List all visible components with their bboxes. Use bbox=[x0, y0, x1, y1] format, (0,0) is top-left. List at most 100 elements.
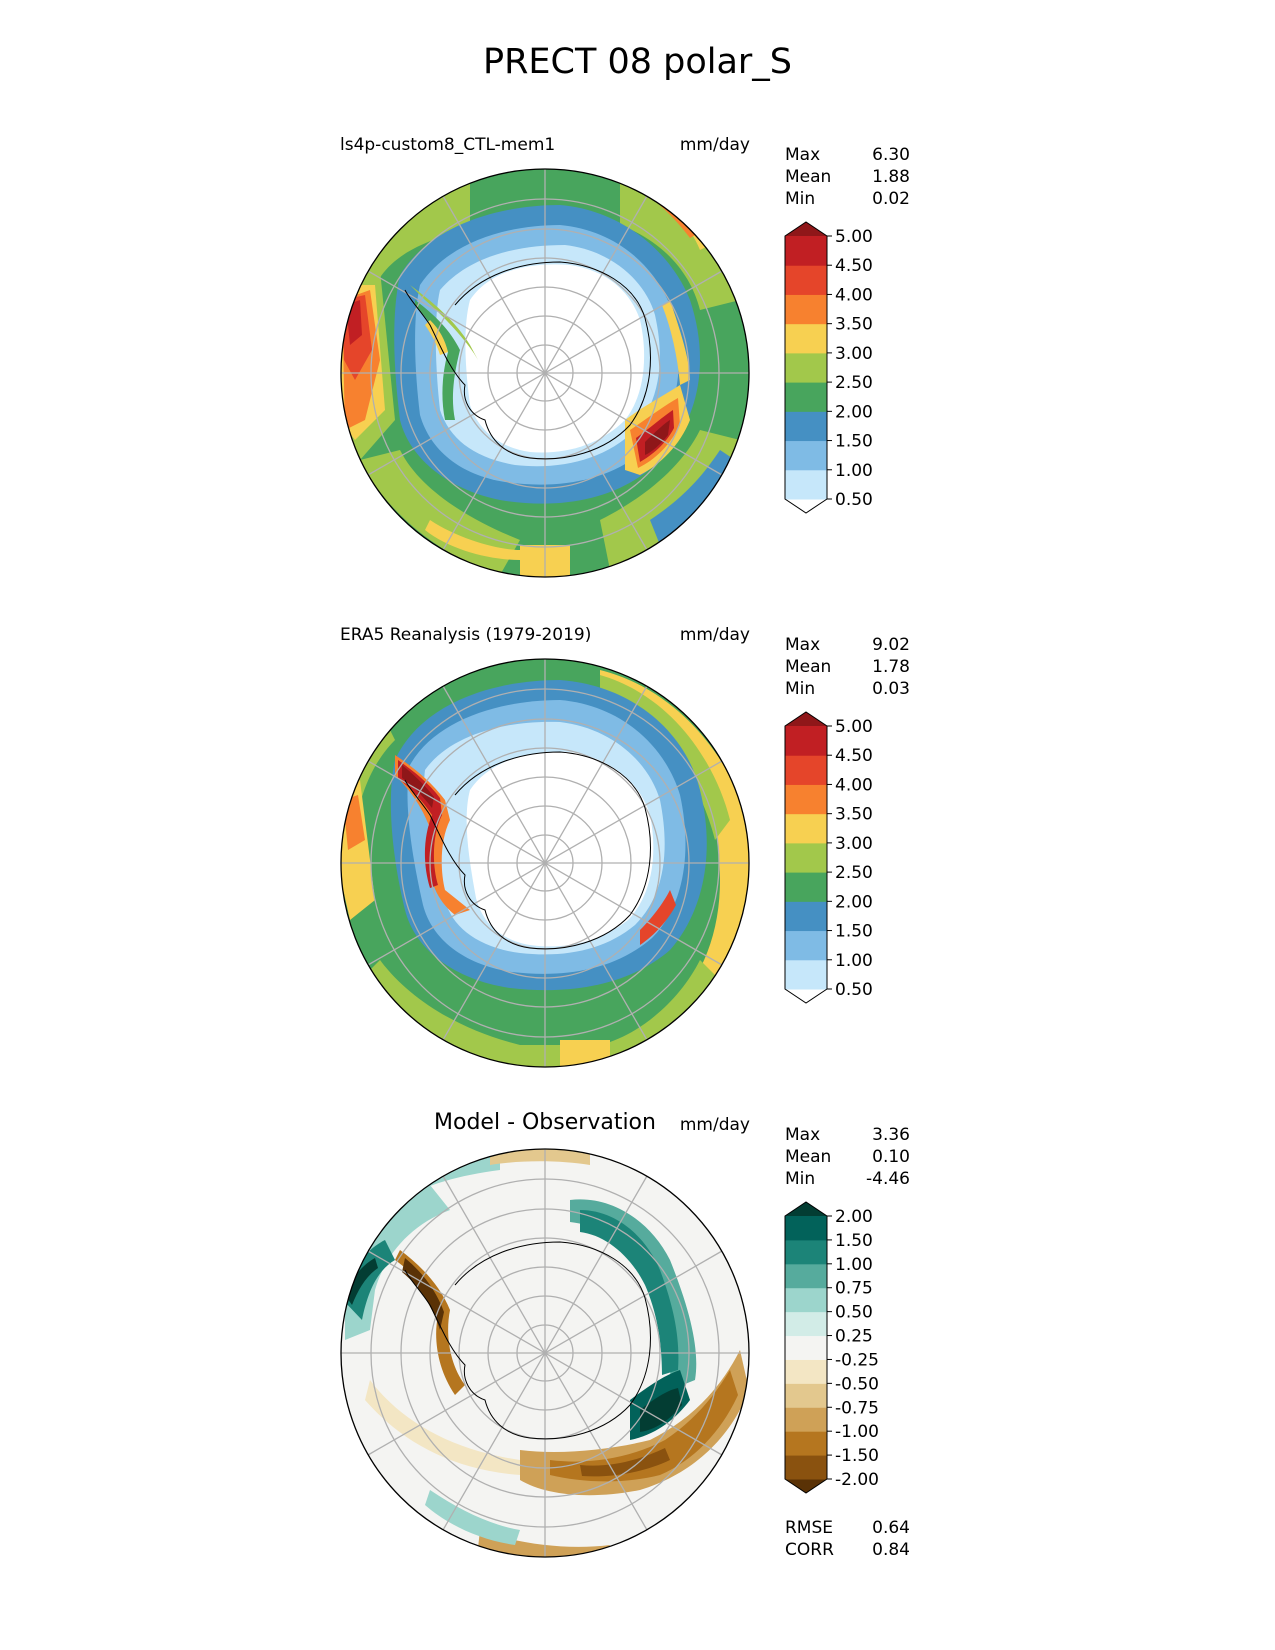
colorbar-tick-label: -0.50 bbox=[835, 1374, 879, 1394]
colorbar-bin bbox=[785, 930, 827, 961]
panel-3-stat-value: 3.36 bbox=[872, 1125, 910, 1145]
panel-1-stat-label: Mean bbox=[785, 167, 832, 187]
colorbar-bin bbox=[785, 323, 827, 354]
colorbar-bin bbox=[785, 1287, 827, 1313]
colorbar-tick-label: 4.50 bbox=[835, 746, 873, 766]
panel-2-title: ERA5 Reanalysis (1979-2019) bbox=[340, 625, 592, 645]
panel-3-rmse-value: 0.64 bbox=[872, 1518, 910, 1538]
panel-1-title: ls4p-custom8_CTL-mem1 bbox=[340, 135, 556, 155]
colorbar-tick-label: 3.00 bbox=[835, 834, 873, 854]
colorbar-tick-label: -0.75 bbox=[835, 1398, 879, 1418]
colorbar-tick-label: 3.00 bbox=[835, 344, 873, 364]
panel-3-stat-label: Mean bbox=[785, 1147, 832, 1167]
colorbar-tick-label: 2.00 bbox=[835, 1207, 873, 1227]
colorbar-tick-label: -2.00 bbox=[835, 1470, 879, 1490]
colorbar-extension-top bbox=[785, 1202, 827, 1216]
colorbar-bin bbox=[785, 1455, 827, 1480]
panel-1-stat-label: Max bbox=[785, 145, 821, 165]
panel-3-map bbox=[340, 1148, 750, 1558]
panel-3-colorbar: -2.00 -1.50 -1.00 -0.75 -0.50 -0.25 0.25 0.50 0.… bbox=[784, 1201, 879, 1494]
colorbar-bin bbox=[785, 755, 827, 785]
colorbar-tick-label: 1.00 bbox=[835, 461, 873, 481]
colorbar-tick-label: 1.50 bbox=[835, 1231, 873, 1251]
colorbar-tick-label: 4.00 bbox=[835, 285, 873, 305]
figure-title: PRECT 08 polar_S bbox=[482, 42, 793, 82]
colorbar-extension-bottom bbox=[785, 989, 827, 1003]
colorbar-bin bbox=[785, 1239, 827, 1265]
colorbar-tick-label: 0.75 bbox=[835, 1279, 873, 1299]
colorbar-tick-label: 0.50 bbox=[835, 980, 873, 1000]
panel-2-stat-value: 1.78 bbox=[872, 657, 910, 677]
colorbar-tick-label: 0.50 bbox=[835, 490, 873, 510]
colorbar-bin bbox=[785, 1311, 827, 1337]
colorbar-tick-label: -0.25 bbox=[835, 1350, 879, 1370]
panel-1-stat-label: Min bbox=[785, 189, 816, 209]
colorbar-tick-label: 2.00 bbox=[835, 402, 873, 422]
colorbar-tick-label: 5.00 bbox=[835, 717, 873, 737]
colorbar-bin bbox=[785, 959, 827, 990]
colorbar-bin bbox=[785, 1216, 827, 1241]
colorbar-tick-label: 4.50 bbox=[835, 256, 873, 276]
colorbar-tick-label: 4.00 bbox=[835, 775, 873, 795]
colorbar-bin bbox=[785, 901, 827, 932]
colorbar-extension-bottom bbox=[785, 1479, 827, 1493]
colorbar-tick-label: 1.00 bbox=[835, 951, 873, 971]
panel-2-stat-value: 9.02 bbox=[872, 635, 910, 655]
colorbar-tick-label: 0.50 bbox=[835, 1303, 873, 1323]
colorbar-extension-top bbox=[785, 222, 827, 236]
panel-3-corr-value: 0.84 bbox=[872, 1540, 910, 1560]
colorbar-tick-label: 0.25 bbox=[835, 1327, 873, 1347]
panel-3-stat-value: 0.10 bbox=[872, 1147, 910, 1167]
panel-1-map bbox=[340, 168, 750, 578]
colorbar-bin bbox=[785, 411, 827, 442]
panel-1-colorbar: 0.50 1.00 1.50 2.00 2.50 3.00 3.50 4.00 4.50 5.00 bbox=[784, 221, 873, 514]
colorbar-tick-label: 2.00 bbox=[835, 892, 873, 912]
panel-1-stat-value: 0.02 bbox=[872, 189, 910, 209]
panel-2-stat-value: 0.03 bbox=[872, 679, 910, 699]
panel-2-colorbar: 0.50 1.00 1.50 2.00 2.50 3.00 3.50 4.00 4.50 5.00 bbox=[784, 711, 873, 1004]
colorbar-bin bbox=[785, 1407, 827, 1432]
colorbar-tick-label: -1.50 bbox=[835, 1446, 879, 1466]
colorbar-bin bbox=[785, 440, 827, 471]
colorbar-bin bbox=[785, 872, 827, 902]
colorbar-tick-label: 5.00 bbox=[835, 227, 873, 247]
panel-3-title: Model - Observation bbox=[434, 1110, 656, 1135]
panel-2-stat-label: Max bbox=[785, 635, 821, 655]
colorbar-bin bbox=[785, 1383, 827, 1408]
panel-2-units: mm/day bbox=[679, 625, 750, 645]
colorbar-tick-label: 1.00 bbox=[835, 1255, 873, 1275]
colorbar-extension-top bbox=[785, 712, 827, 726]
colorbar-bin bbox=[785, 1431, 827, 1456]
panel-3-stat-value: -4.46 bbox=[866, 1169, 910, 1189]
colorbar-bin bbox=[785, 469, 827, 500]
colorbar-bin bbox=[785, 1335, 827, 1360]
colorbar-bin bbox=[785, 784, 827, 815]
panel-3-corr-label: CORR bbox=[785, 1540, 834, 1560]
panel-3-stat-label: Max bbox=[785, 1125, 821, 1145]
colorbar-bin bbox=[785, 1263, 827, 1289]
panel-2-map bbox=[340, 658, 750, 1068]
panel-3-stat-label: Min bbox=[785, 1169, 816, 1189]
colorbar-bin bbox=[785, 265, 827, 295]
colorbar-bin bbox=[785, 726, 827, 756]
colorbar-tick-label: 3.50 bbox=[835, 805, 873, 825]
panel-3-rmse-label: RMSE bbox=[785, 1518, 834, 1538]
colorbar-tick-label: -1.00 bbox=[835, 1422, 879, 1442]
panel-1-stat-value: 6.30 bbox=[872, 145, 910, 165]
colorbar-bin bbox=[785, 352, 827, 383]
panel-2-stat-label: Min bbox=[785, 679, 816, 699]
panel-3-units: mm/day bbox=[679, 1115, 750, 1135]
colorbar-tick-label: 1.50 bbox=[835, 922, 873, 942]
colorbar-tick-label: 2.50 bbox=[835, 373, 873, 393]
colorbar-tick-label: 2.50 bbox=[835, 863, 873, 883]
colorbar-tick-label: 1.50 bbox=[835, 432, 873, 452]
colorbar-bin bbox=[785, 294, 827, 325]
colorbar-tick-label: 3.50 bbox=[835, 315, 873, 335]
colorbar-bin bbox=[785, 236, 827, 266]
panel-2-stat-label: Mean bbox=[785, 657, 832, 677]
panel-1-units: mm/day bbox=[679, 135, 750, 155]
colorbar-bin bbox=[785, 382, 827, 412]
colorbar-extension-bottom bbox=[785, 499, 827, 513]
colorbar-bin bbox=[785, 1359, 827, 1384]
